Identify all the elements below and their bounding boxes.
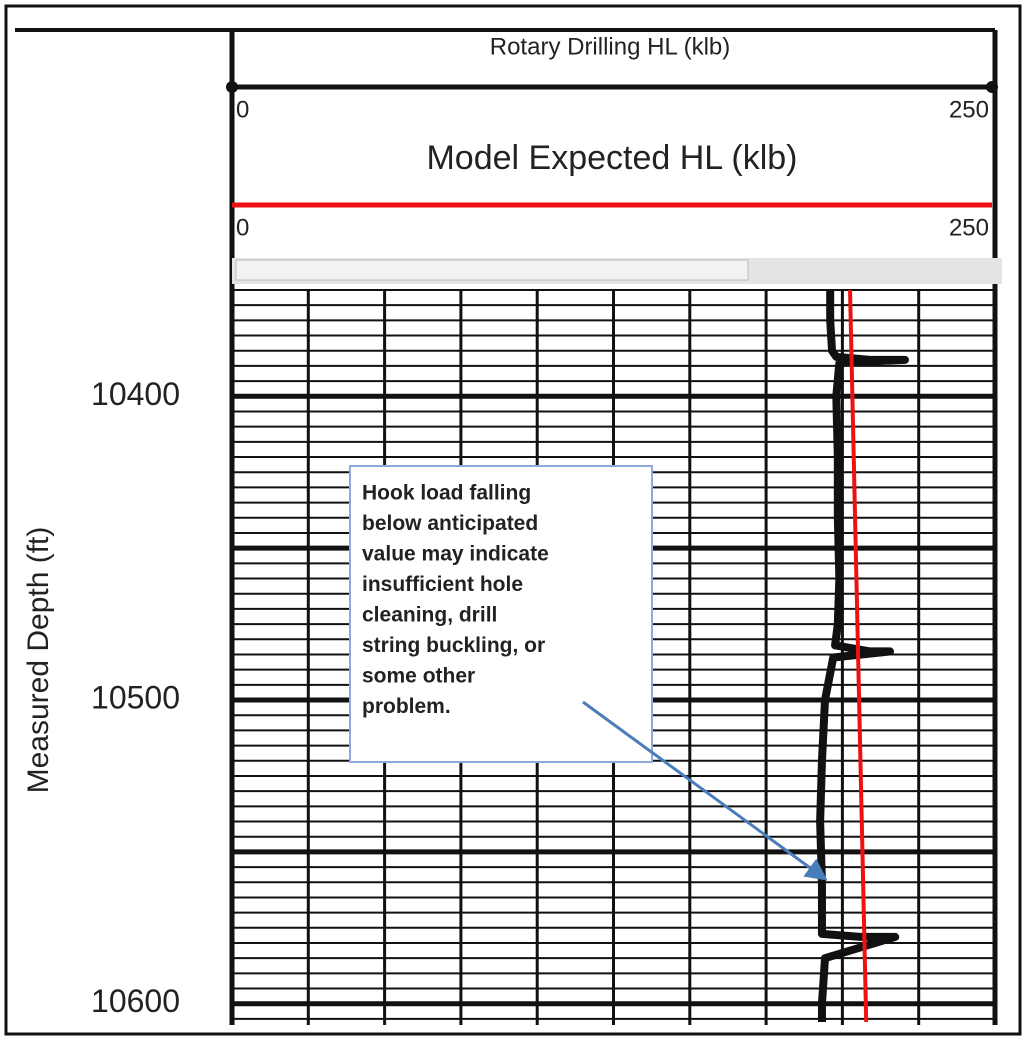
y-axis-label: Measured Depth (ft) [22,527,55,794]
annotation-text: some other [362,665,475,688]
y-tick-label: 10400 [91,376,180,412]
annotation-text: cleaning, drill [362,604,497,627]
annotation-text: Hook load falling [362,482,531,505]
series-line [848,289,869,1023]
axis-end [226,81,238,93]
x-tick-label: 0 [236,96,249,123]
annotation-box [349,465,653,763]
y-tick-label: 10600 [91,983,180,1019]
annotation-text: below anticipated [362,512,538,535]
axis-end [986,81,998,93]
series-line [816,290,909,1022]
annotation-text: insufficient hole [362,573,523,596]
x-tick-label: 250 [949,214,989,241]
x-tick-label: 0 [236,214,249,241]
annotation-text: string buckling, or [362,634,545,657]
series-header: Model Expected HL (klb) [426,139,797,177]
annotation-text: value may indicate [362,543,549,566]
y-tick-label: 10500 [91,679,180,715]
x-tick-label: 250 [949,96,989,123]
annotation-arrow [582,700,828,881]
annotation-text: problem. [362,695,451,718]
scroll-thumb[interactable] [235,259,749,281]
series-header: Rotary Drilling HL (klb) [490,33,731,60]
frame [4,4,1022,1036]
